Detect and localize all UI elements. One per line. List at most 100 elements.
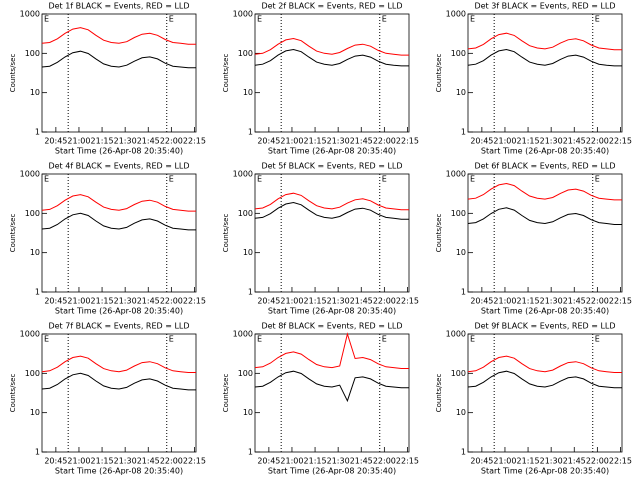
y-tick-label: 10 bbox=[243, 248, 253, 257]
data-line bbox=[467, 182, 622, 201]
data-line bbox=[254, 201, 409, 220]
x-tick-label: 22:00 bbox=[160, 457, 183, 466]
x-tick-label: 21:30 bbox=[327, 297, 350, 306]
x-tick-label: 21:00 bbox=[67, 297, 90, 306]
annotation: E bbox=[470, 335, 475, 344]
annotation: E bbox=[257, 15, 262, 24]
x-axis-label: Start Time (26-Apr-08 20:35:40) bbox=[55, 147, 183, 156]
x-tick-label: 22:15 bbox=[396, 297, 419, 306]
annotation: E bbox=[382, 335, 387, 344]
x-tick-label: 22:00 bbox=[373, 137, 396, 146]
x-tick-label: 20:45 bbox=[470, 137, 493, 146]
annotation: E bbox=[169, 15, 174, 24]
x-tick-label: 21:15 bbox=[304, 297, 327, 306]
data-line bbox=[467, 370, 622, 389]
x-tick-label: 22:00 bbox=[586, 457, 609, 466]
y-tick-label: 100 bbox=[25, 209, 40, 218]
x-axis-label: Start Time (26-Apr-08 20:35:40) bbox=[481, 307, 609, 316]
x-tick-label: 21:45 bbox=[350, 297, 373, 306]
x-tick-label: 22:15 bbox=[183, 137, 206, 146]
x-tick-label: 21:30 bbox=[540, 457, 563, 466]
data-line bbox=[467, 207, 622, 225]
x-tick-label: 21:45 bbox=[350, 137, 373, 146]
y-axis-label: Counts/sec bbox=[9, 54, 17, 93]
x-tick-label: 21:15 bbox=[517, 297, 540, 306]
y-axis-label: Counts/sec bbox=[9, 374, 17, 413]
annotation: E bbox=[44, 335, 49, 344]
x-tick-label: 21:15 bbox=[304, 457, 327, 466]
x-tick-label: 22:00 bbox=[586, 137, 609, 146]
annotation: E bbox=[595, 335, 600, 344]
data-line bbox=[254, 370, 409, 403]
chart-title: Det 2f BLACK = Events, RED = LLD bbox=[261, 2, 402, 11]
y-tick-label: 10 bbox=[30, 88, 40, 97]
data-line bbox=[467, 32, 622, 51]
data-line bbox=[41, 372, 196, 391]
y-tick-label: 10 bbox=[456, 408, 466, 417]
y-tick-label: 1000 bbox=[20, 170, 40, 179]
x-tick-label: 22:00 bbox=[373, 297, 396, 306]
annotation: E bbox=[470, 15, 475, 24]
x-axis-label: Start Time (26-Apr-08 20:35:40) bbox=[268, 467, 396, 476]
annotation: E bbox=[44, 15, 49, 24]
y-tick-label: 1000 bbox=[446, 170, 466, 179]
annotation: E bbox=[257, 175, 262, 184]
x-axis-label: Start Time (26-Apr-08 20:35:40) bbox=[268, 307, 396, 316]
x-tick-label: 20:45 bbox=[257, 457, 280, 466]
x-tick-label: 21:30 bbox=[540, 297, 563, 306]
x-tick-label: 20:45 bbox=[44, 137, 67, 146]
x-tick-label: 20:45 bbox=[257, 297, 280, 306]
y-tick-label: 100 bbox=[238, 369, 253, 378]
x-tick-label: 22:15 bbox=[396, 457, 419, 466]
x-tick-label: 21:30 bbox=[540, 137, 563, 146]
x-tick-label: 21:30 bbox=[114, 457, 137, 466]
x-axis-label: Start Time (26-Apr-08 20:35:40) bbox=[481, 467, 609, 476]
chart-title: Det 7f BLACK = Events, RED = LLD bbox=[48, 322, 189, 331]
x-tick-label: 21:15 bbox=[517, 137, 540, 146]
y-tick-label: 10 bbox=[30, 408, 40, 417]
y-tick-label: 1000 bbox=[233, 330, 253, 339]
x-tick-label: 22:15 bbox=[609, 137, 632, 146]
x-tick-label: 21:15 bbox=[517, 457, 540, 466]
x-tick-label: 21:15 bbox=[304, 137, 327, 146]
x-tick-label: 21:45 bbox=[137, 137, 160, 146]
y-tick-label: 1 bbox=[248, 288, 253, 297]
chart-title: Det 4f BLACK = Events, RED = LLD bbox=[48, 162, 189, 171]
x-axis-label: Start Time (26-Apr-08 20:35:40) bbox=[55, 467, 183, 476]
plot-frame bbox=[254, 173, 410, 293]
y-tick-label: 1000 bbox=[446, 10, 466, 19]
data-line bbox=[254, 48, 409, 67]
y-tick-label: 10 bbox=[30, 248, 40, 257]
annotation: E bbox=[382, 175, 387, 184]
y-tick-label: 1000 bbox=[446, 330, 466, 339]
y-tick-label: 1000 bbox=[20, 330, 40, 339]
data-line bbox=[41, 194, 196, 212]
x-tick-label: 21:00 bbox=[280, 457, 303, 466]
annotation: E bbox=[257, 335, 262, 344]
x-tick-label: 22:15 bbox=[609, 297, 632, 306]
data-line bbox=[254, 37, 409, 56]
annotation: E bbox=[169, 175, 174, 184]
x-tick-label: 21:30 bbox=[327, 457, 350, 466]
data-line bbox=[254, 332, 409, 369]
data-line bbox=[41, 355, 196, 373]
chart-title: Det 3f BLACK = Events, RED = LLD bbox=[474, 2, 615, 11]
y-tick-label: 1 bbox=[461, 288, 466, 297]
x-tick-label: 20:45 bbox=[470, 297, 493, 306]
chart-title: Det 6f BLACK = Events, RED = LLD bbox=[474, 162, 615, 171]
plot-frame bbox=[254, 13, 410, 133]
y-tick-label: 1000 bbox=[20, 10, 40, 19]
y-axis-label: Counts/sec bbox=[222, 54, 230, 93]
plot-frame bbox=[254, 333, 410, 453]
x-tick-label: 21:00 bbox=[493, 137, 516, 146]
y-tick-label: 10 bbox=[456, 248, 466, 257]
x-tick-label: 22:00 bbox=[160, 137, 183, 146]
x-tick-label: 21:45 bbox=[350, 457, 373, 466]
x-tick-label: 21:00 bbox=[67, 457, 90, 466]
x-tick-label: 22:15 bbox=[183, 297, 206, 306]
x-tick-label: 21:45 bbox=[137, 297, 160, 306]
data-line bbox=[254, 192, 409, 211]
x-tick-label: 21:45 bbox=[563, 137, 586, 146]
chart-title: Det 9f BLACK = Events, RED = LLD bbox=[474, 322, 615, 331]
